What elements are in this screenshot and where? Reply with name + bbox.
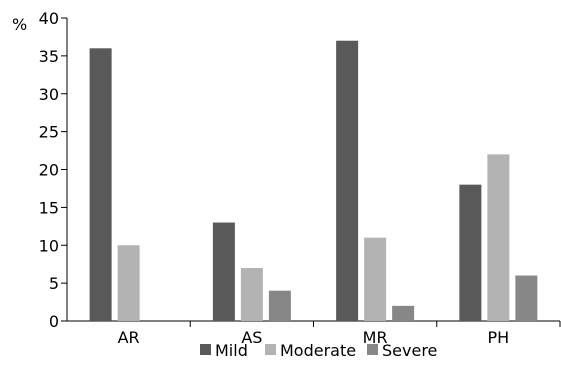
bar-moderate-as <box>240 267 263 321</box>
legend-swatch-severe <box>367 344 378 355</box>
y-tick-label: 5 <box>49 274 59 293</box>
x-tick-label-ar: AR <box>118 328 140 347</box>
y-tick-label: 15 <box>39 198 59 217</box>
legend-swatch-moderate <box>265 344 276 355</box>
x-axis: AR AS MR PH <box>67 320 561 347</box>
bar-moderate-ar <box>117 245 140 321</box>
y-tick-label: 0 <box>49 312 59 331</box>
y-tick-label: 20 <box>39 161 59 180</box>
x-tick-label-as: AS <box>241 328 262 347</box>
y-tick-label: 40 <box>39 9 59 28</box>
legend-swatch-mild <box>200 344 211 355</box>
x-tick-label-ph: PH <box>488 328 510 347</box>
bar-mild-ar <box>89 48 112 322</box>
bar-severe-as <box>268 290 291 321</box>
bar-severe-mr <box>392 305 415 321</box>
y-axis: 0 5 10 15 20 25 30 35 40 <box>39 9 68 331</box>
legend-label-mild: Mild <box>215 341 248 360</box>
bar-mild-as <box>212 222 235 321</box>
legend: Mild Moderate Severe <box>200 341 437 360</box>
y-tick-label: 35 <box>39 47 59 66</box>
x-tick-label-mr: MR <box>363 328 388 347</box>
bar-moderate-mr <box>364 237 387 321</box>
legend-label-severe: Severe <box>382 341 437 360</box>
bars <box>89 40 538 322</box>
bar-severe-ph <box>515 275 538 321</box>
bar-mild-mr <box>336 40 359 321</box>
y-tick-label: 10 <box>39 236 59 255</box>
y-axis-unit-label: % <box>12 15 27 34</box>
bar-mild-ph <box>459 184 482 321</box>
legend-label-moderate: Moderate <box>280 341 356 360</box>
y-tick-label: 25 <box>39 123 59 142</box>
bar-moderate-ph <box>487 154 510 321</box>
y-tick-label: 30 <box>39 85 59 104</box>
